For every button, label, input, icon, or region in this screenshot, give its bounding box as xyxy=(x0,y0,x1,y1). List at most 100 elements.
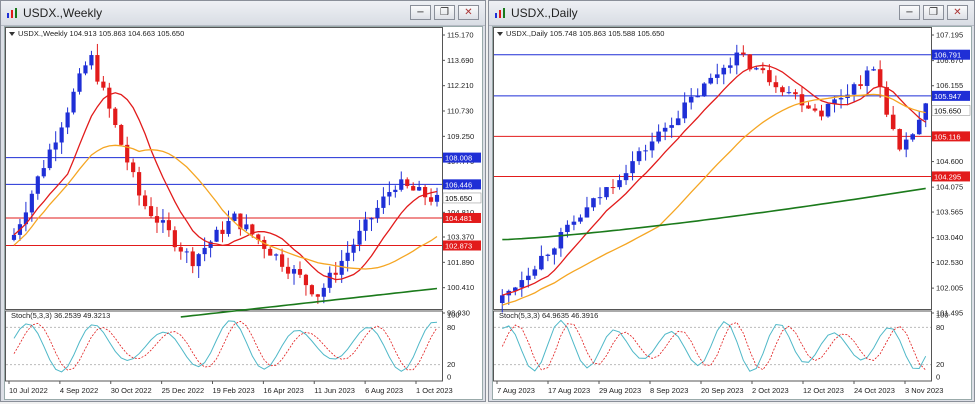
time-axis-label: 8 Sep 2023 xyxy=(650,386,688,395)
minimize-button[interactable]: − xyxy=(899,5,920,20)
candle-body xyxy=(315,294,320,297)
current-price-label: 105.650 xyxy=(445,194,472,203)
stoch-axis-label: 100 xyxy=(447,311,460,320)
time-axis-label: 12 Oct 2023 xyxy=(803,386,844,395)
candle-body xyxy=(333,272,338,275)
level-label: 102.873 xyxy=(445,242,472,251)
weekly-chart-canvas[interactable]: USDX.,Weekly 104.913 105.863 104.663 105… xyxy=(5,27,482,399)
stochastic-pane xyxy=(5,310,443,382)
minimize-button[interactable]: − xyxy=(410,5,431,20)
weekly-chart-window[interactable]: USDX.,Weekly − ❐ ✕ USDX.,Weekly 104.913 … xyxy=(0,0,486,402)
candle-body xyxy=(499,295,505,304)
candle-body xyxy=(309,285,314,295)
chart-header: USDX.,Weekly 104.913 105.863 104.663 105… xyxy=(18,29,184,38)
candle-body xyxy=(890,114,896,130)
candle-body xyxy=(754,68,759,70)
stoch-axis-label: 0 xyxy=(936,373,940,382)
current-price-tag xyxy=(931,105,971,116)
time-axis-label: 2 Oct 2023 xyxy=(752,386,789,395)
candle-body xyxy=(101,81,106,88)
candle-body xyxy=(11,234,17,240)
level-label: 106.791 xyxy=(934,51,961,60)
weekly-titlebar[interactable]: USDX.,Weekly − ❐ ✕ xyxy=(1,1,485,26)
candle-body xyxy=(35,176,40,194)
close-button[interactable]: ✕ xyxy=(947,5,968,20)
candle-body xyxy=(208,241,213,248)
daily-titlebar[interactable]: USDX.,Daily − ❐ ✕ xyxy=(489,1,974,26)
candle-body xyxy=(604,187,609,198)
candle-body xyxy=(154,216,160,223)
candle-body xyxy=(578,217,583,222)
price-axis-label: 107.195 xyxy=(936,31,963,40)
level-tag xyxy=(443,240,481,251)
chart-app-icon xyxy=(7,8,17,18)
candle-body xyxy=(519,280,525,288)
candle-body xyxy=(291,269,297,274)
price-axis-label: 115.170 xyxy=(447,31,474,40)
candle-body xyxy=(513,287,518,291)
candle-body xyxy=(77,73,82,92)
candle-body xyxy=(714,74,720,78)
candle-body xyxy=(274,254,279,256)
candle-body xyxy=(244,224,249,230)
stoch-main-line xyxy=(13,320,438,373)
candle-body xyxy=(393,189,398,193)
candle-body xyxy=(591,198,596,208)
chart-header: USDX.,Daily 105.748 105.863 105.588 105.… xyxy=(506,29,664,38)
candle-body xyxy=(250,224,255,235)
price-axis-label: 104.075 xyxy=(936,183,963,192)
candle-body xyxy=(545,254,551,256)
candle-body xyxy=(767,70,772,83)
weekly-chart-area[interactable]: USDX.,Weekly 104.913 105.863 104.663 105… xyxy=(4,26,483,400)
candle-body xyxy=(903,139,909,150)
stoch-main-line xyxy=(502,319,927,372)
price-axis-label: 104.810 xyxy=(447,208,474,217)
candle-body xyxy=(734,52,740,66)
candle-body xyxy=(399,179,404,190)
time-axis-label: 16 Apr 2023 xyxy=(263,386,303,395)
stoch-axis-label: 100 xyxy=(936,311,949,320)
candle-body xyxy=(83,65,88,74)
candle-body xyxy=(23,212,28,225)
current-price-tag xyxy=(442,192,482,204)
candle-body xyxy=(526,275,531,281)
stoch-signal-line xyxy=(13,320,438,371)
candle-body xyxy=(539,255,544,270)
candle-body xyxy=(630,161,635,174)
candle-body xyxy=(910,134,915,140)
candle-body xyxy=(119,125,124,145)
daily-chart-area[interactable]: USDX.,Daily 105.748 105.863 105.588 105.… xyxy=(492,26,972,400)
price-axis-label: 102.005 xyxy=(936,284,963,293)
candle-body xyxy=(760,68,766,71)
close-button[interactable]: ✕ xyxy=(458,5,479,20)
price-axis-label: 98.930 xyxy=(447,309,470,318)
candle-body xyxy=(701,83,707,97)
candle-body xyxy=(780,87,785,93)
candle-body xyxy=(838,98,844,100)
candle-body xyxy=(280,254,285,267)
daily-chart-window[interactable]: USDX.,Daily − ❐ ✕ USDX.,Daily 105.748 10… xyxy=(488,0,975,402)
candle-body xyxy=(428,197,434,202)
dropdown-arrow-icon xyxy=(9,32,15,36)
time-axis-label: 29 Aug 2023 xyxy=(599,386,641,395)
candle-body xyxy=(59,127,64,143)
price-axis-label: 109.250 xyxy=(447,132,474,141)
restore-button[interactable]: ❐ xyxy=(434,5,455,20)
ma-slow-line xyxy=(502,187,926,241)
level-tag xyxy=(443,212,481,223)
stoch-axis-label: 0 xyxy=(447,373,451,382)
restore-button[interactable]: ❐ xyxy=(923,5,944,20)
candle-body xyxy=(806,105,811,109)
stoch-axis-label: 80 xyxy=(447,323,455,332)
time-axis-label: 19 Feb 2023 xyxy=(213,386,255,395)
candle-body xyxy=(95,55,100,82)
candle-body xyxy=(351,244,356,253)
candle-body xyxy=(220,229,225,234)
daily-chart-canvas[interactable]: USDX.,Daily 105.748 105.863 105.588 105.… xyxy=(493,27,971,399)
candle-body xyxy=(597,197,603,199)
ma-slow-line xyxy=(180,287,438,318)
candle-body xyxy=(532,269,538,276)
candle-body xyxy=(107,87,112,109)
candle-body xyxy=(214,229,219,242)
time-axis-label: 11 Jun 2023 xyxy=(314,386,355,395)
